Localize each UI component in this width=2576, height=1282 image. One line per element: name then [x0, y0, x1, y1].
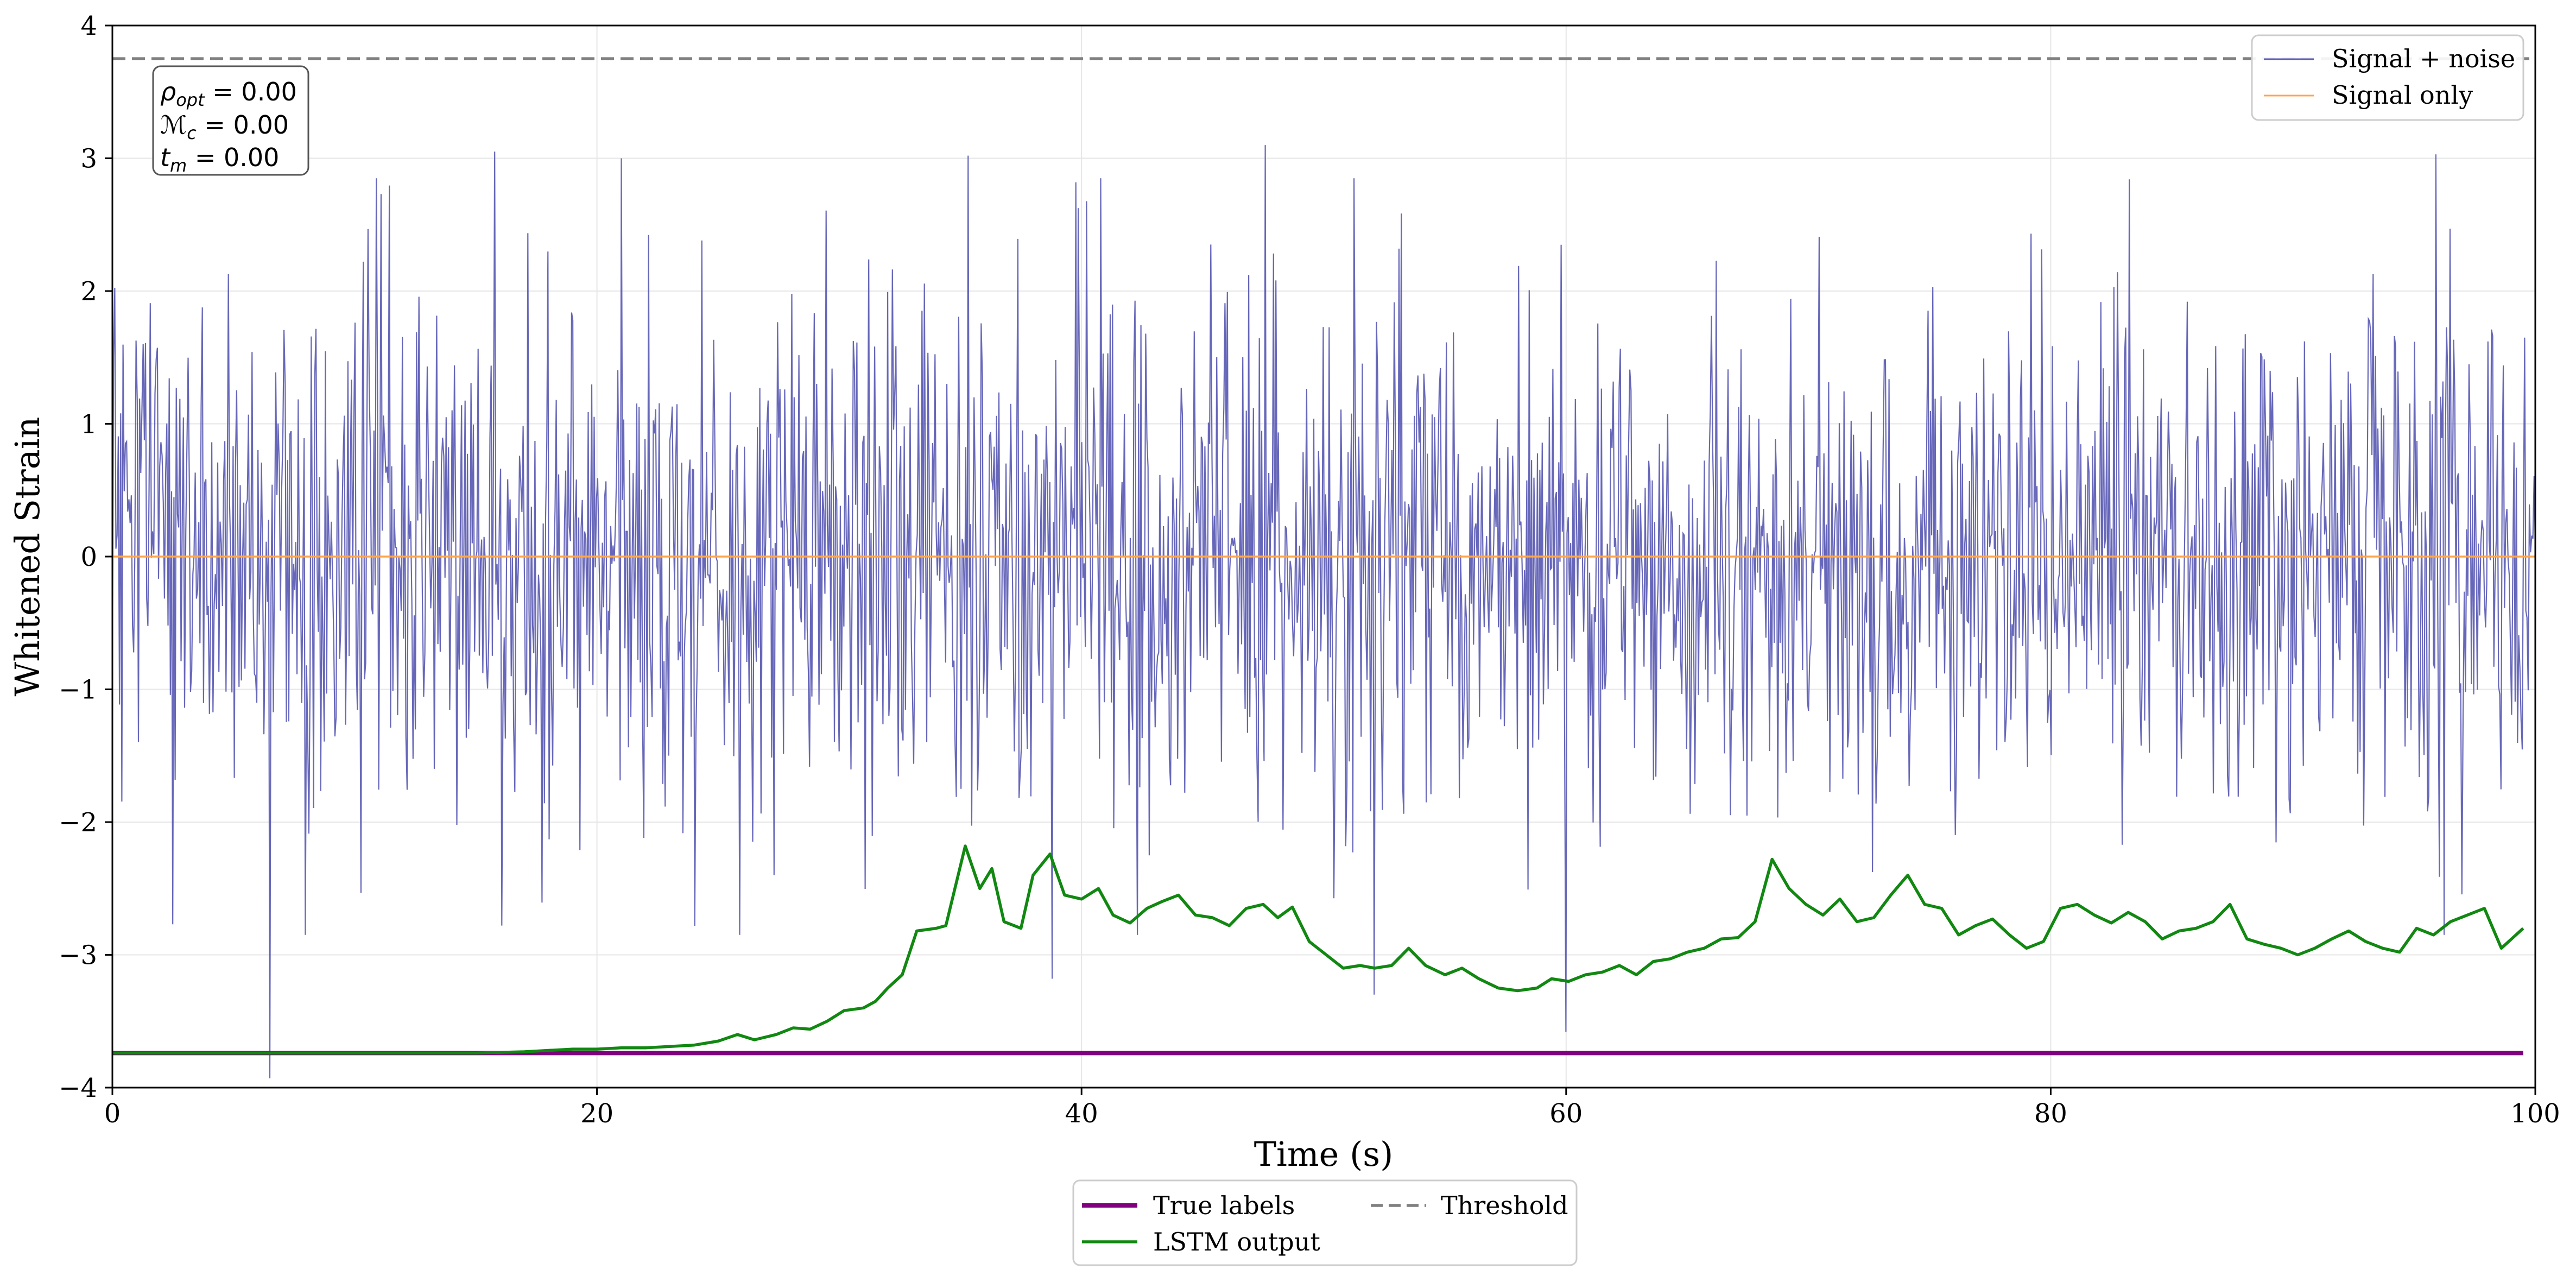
legend-label-lstm: LSTM output	[1153, 1227, 1320, 1256]
legend-label-true-labels: True labels	[1153, 1191, 1295, 1220]
y-tick-label: −2	[59, 807, 97, 838]
parameter-annotation: ρopt = 0.00 ℳc = 0.00 tm = 0.00	[152, 65, 309, 176]
y-tick-label: 3	[80, 144, 97, 174]
y-tick-label: −4	[59, 1073, 97, 1103]
y-tick-label: 2	[80, 276, 97, 307]
series-signal-plus-noise	[112, 145, 2535, 1078]
x-tick-label: 60	[1549, 1098, 1583, 1129]
legend-label-signal-only: Signal only	[2332, 80, 2473, 110]
annotation-chirp-mass: ℳc = 0.00	[160, 110, 289, 143]
y-tick-label: −1	[59, 675, 97, 705]
y-axis-label: Whitened Strain	[8, 417, 47, 697]
legend-label-signal-noise: Signal + noise	[2332, 44, 2515, 73]
x-tick-label: 80	[2034, 1098, 2067, 1129]
x-tick-label: 40	[1065, 1098, 1098, 1129]
x-tick-label: 0	[104, 1098, 121, 1129]
legend-bottom: True labels LSTM output Threshold	[1072, 1179, 1578, 1266]
x-axis: 0 20 40 60 80 100	[104, 1088, 2560, 1129]
x-tick-label: 100	[2510, 1098, 2560, 1129]
annotation-rho-opt: ρopt = 0.00	[160, 77, 297, 110]
y-tick-label: 0	[80, 542, 97, 572]
series-lstm-output	[112, 844, 2524, 1055]
y-tick-label: −3	[59, 940, 97, 971]
legend-label-threshold: Threshold	[1441, 1191, 1568, 1220]
x-tick-label: 20	[580, 1098, 613, 1129]
y-tick-label: 4	[80, 11, 97, 41]
annotation-merger-time: tm = 0.00	[160, 143, 279, 176]
legend-top-right: Signal + noise Signal only	[2251, 34, 2524, 121]
y-tick-label: 1	[80, 409, 97, 440]
y-axis: −4 −3 −2 −1 0 1 2 3 4	[59, 11, 112, 1103]
x-axis-label: Time (s)	[1254, 1134, 1394, 1174]
